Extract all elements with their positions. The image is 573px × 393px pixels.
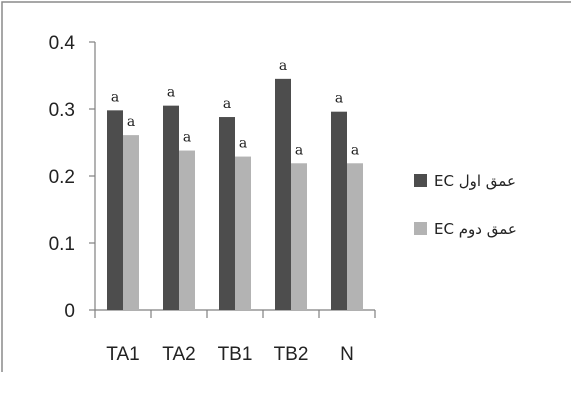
data-label: a	[295, 142, 303, 158]
data-label: a	[111, 89, 119, 105]
bar	[179, 150, 195, 310]
y-tick-label: 0	[64, 301, 75, 322]
legend-label: عمق اول EC	[434, 172, 516, 190]
x-tick-label: TA1	[106, 344, 139, 365]
data-label: a	[351, 142, 359, 158]
legend-swatch	[414, 174, 427, 187]
data-label: a	[167, 85, 175, 101]
bar	[123, 135, 139, 310]
y-tick-label: 0.3	[49, 100, 75, 121]
bar	[107, 110, 123, 310]
data-label: a	[223, 96, 231, 112]
bar	[163, 105, 179, 311]
legend-swatch	[414, 222, 427, 235]
bar	[347, 163, 363, 310]
data-label: a	[279, 58, 287, 74]
data-label: a	[183, 130, 191, 146]
bar	[275, 78, 291, 310]
bar	[331, 111, 347, 311]
bars	[107, 78, 363, 311]
bar	[235, 156, 251, 310]
x-tick-label: TA2	[162, 344, 195, 365]
legend: عمق اول EC عمق دوم EC	[414, 172, 517, 238]
y-axis: 0 0.1 0.2 0.3 0.4	[49, 33, 96, 322]
y-tick-label: 0.1	[49, 234, 75, 255]
bar	[219, 117, 235, 310]
bar	[291, 163, 307, 310]
data-label: a	[335, 91, 343, 107]
x-tick-label: N	[340, 344, 354, 365]
data-label: a	[239, 136, 247, 152]
y-tick-label: 0.4	[49, 33, 76, 54]
x-axis: TA1 TA2 TB1 TB2 N	[94, 309, 376, 365]
x-tick-label: TB1	[218, 344, 253, 365]
data-label: a	[127, 114, 135, 130]
x-tick-label: TB2	[274, 344, 309, 365]
legend-label: عمق دوم EC	[434, 220, 517, 238]
y-tick-label: 0.2	[49, 167, 75, 188]
